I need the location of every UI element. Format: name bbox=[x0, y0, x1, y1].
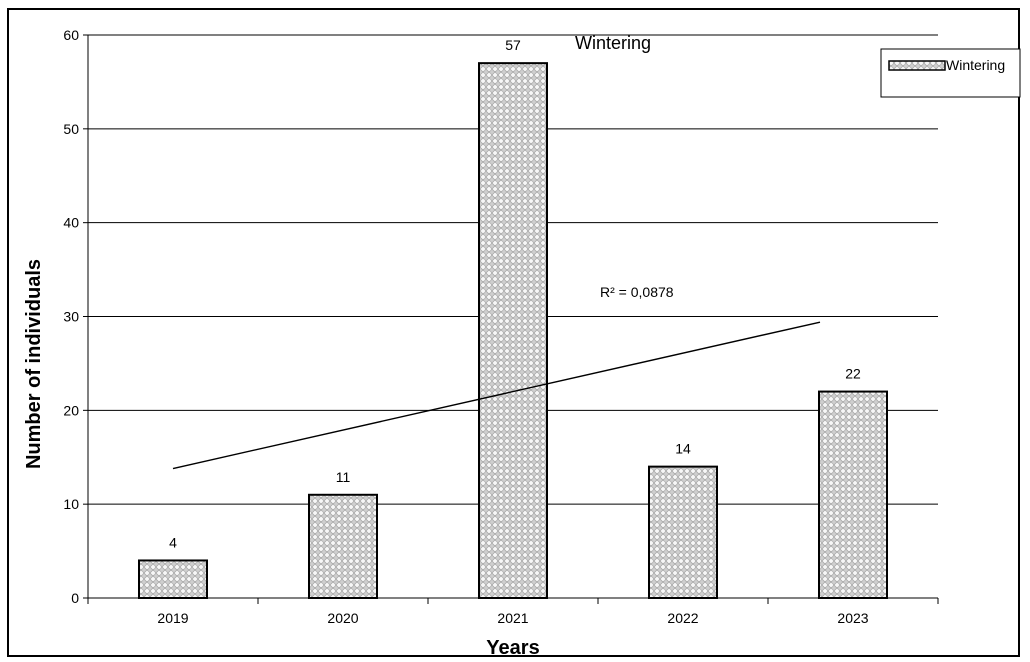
bars bbox=[138, 62, 888, 600]
trendline bbox=[172, 321, 821, 470]
data-label-2020: 11 bbox=[336, 469, 351, 485]
y-tick-label: 30 bbox=[63, 309, 79, 325]
x-tick-label: 2022 bbox=[667, 610, 698, 626]
legend-box bbox=[880, 48, 1021, 98]
y-axis-title: Number of individuals bbox=[23, 259, 45, 469]
x-tick-label: 2019 bbox=[157, 610, 188, 626]
y-tick-label: 20 bbox=[63, 402, 79, 418]
x-tick-labels: 2019 2020 2021 2022 2023 bbox=[157, 610, 868, 626]
chart-title: Wintering bbox=[575, 33, 651, 53]
data-label-2023: 22 bbox=[845, 366, 861, 382]
data-label-2019: 4 bbox=[169, 534, 177, 550]
data-label-2021: 57 bbox=[505, 37, 521, 53]
bar-2020 bbox=[308, 493, 378, 599]
legend-swatch bbox=[888, 60, 946, 71]
bar-2022 bbox=[648, 465, 718, 599]
y-tick-labels: 0 10 20 30 40 50 60 bbox=[63, 27, 79, 606]
legend: Wintering bbox=[880, 48, 1021, 98]
linear-trendline bbox=[172, 321, 821, 470]
y-tick-label: 10 bbox=[63, 496, 79, 512]
y-tick-label: 60 bbox=[63, 27, 79, 43]
y-tick-label: 0 bbox=[71, 590, 79, 606]
data-labels: 4 11 57 14 22 bbox=[169, 37, 861, 550]
bar-2021 bbox=[478, 62, 548, 599]
x-axis-title: Years bbox=[486, 637, 539, 659]
y-tick-label: 40 bbox=[63, 215, 79, 231]
y-tick-label: 50 bbox=[63, 121, 79, 137]
bar-2023 bbox=[818, 390, 888, 600]
x-tick-label: 2021 bbox=[497, 610, 528, 626]
data-label-2022: 14 bbox=[675, 441, 691, 457]
x-tick-label: 2023 bbox=[837, 610, 868, 626]
r-squared-label: R² = 0,0878 bbox=[600, 284, 674, 300]
bar-2019 bbox=[138, 559, 208, 600]
legend-label: Wintering bbox=[946, 57, 1005, 73]
x-tick-label: 2020 bbox=[327, 610, 358, 626]
